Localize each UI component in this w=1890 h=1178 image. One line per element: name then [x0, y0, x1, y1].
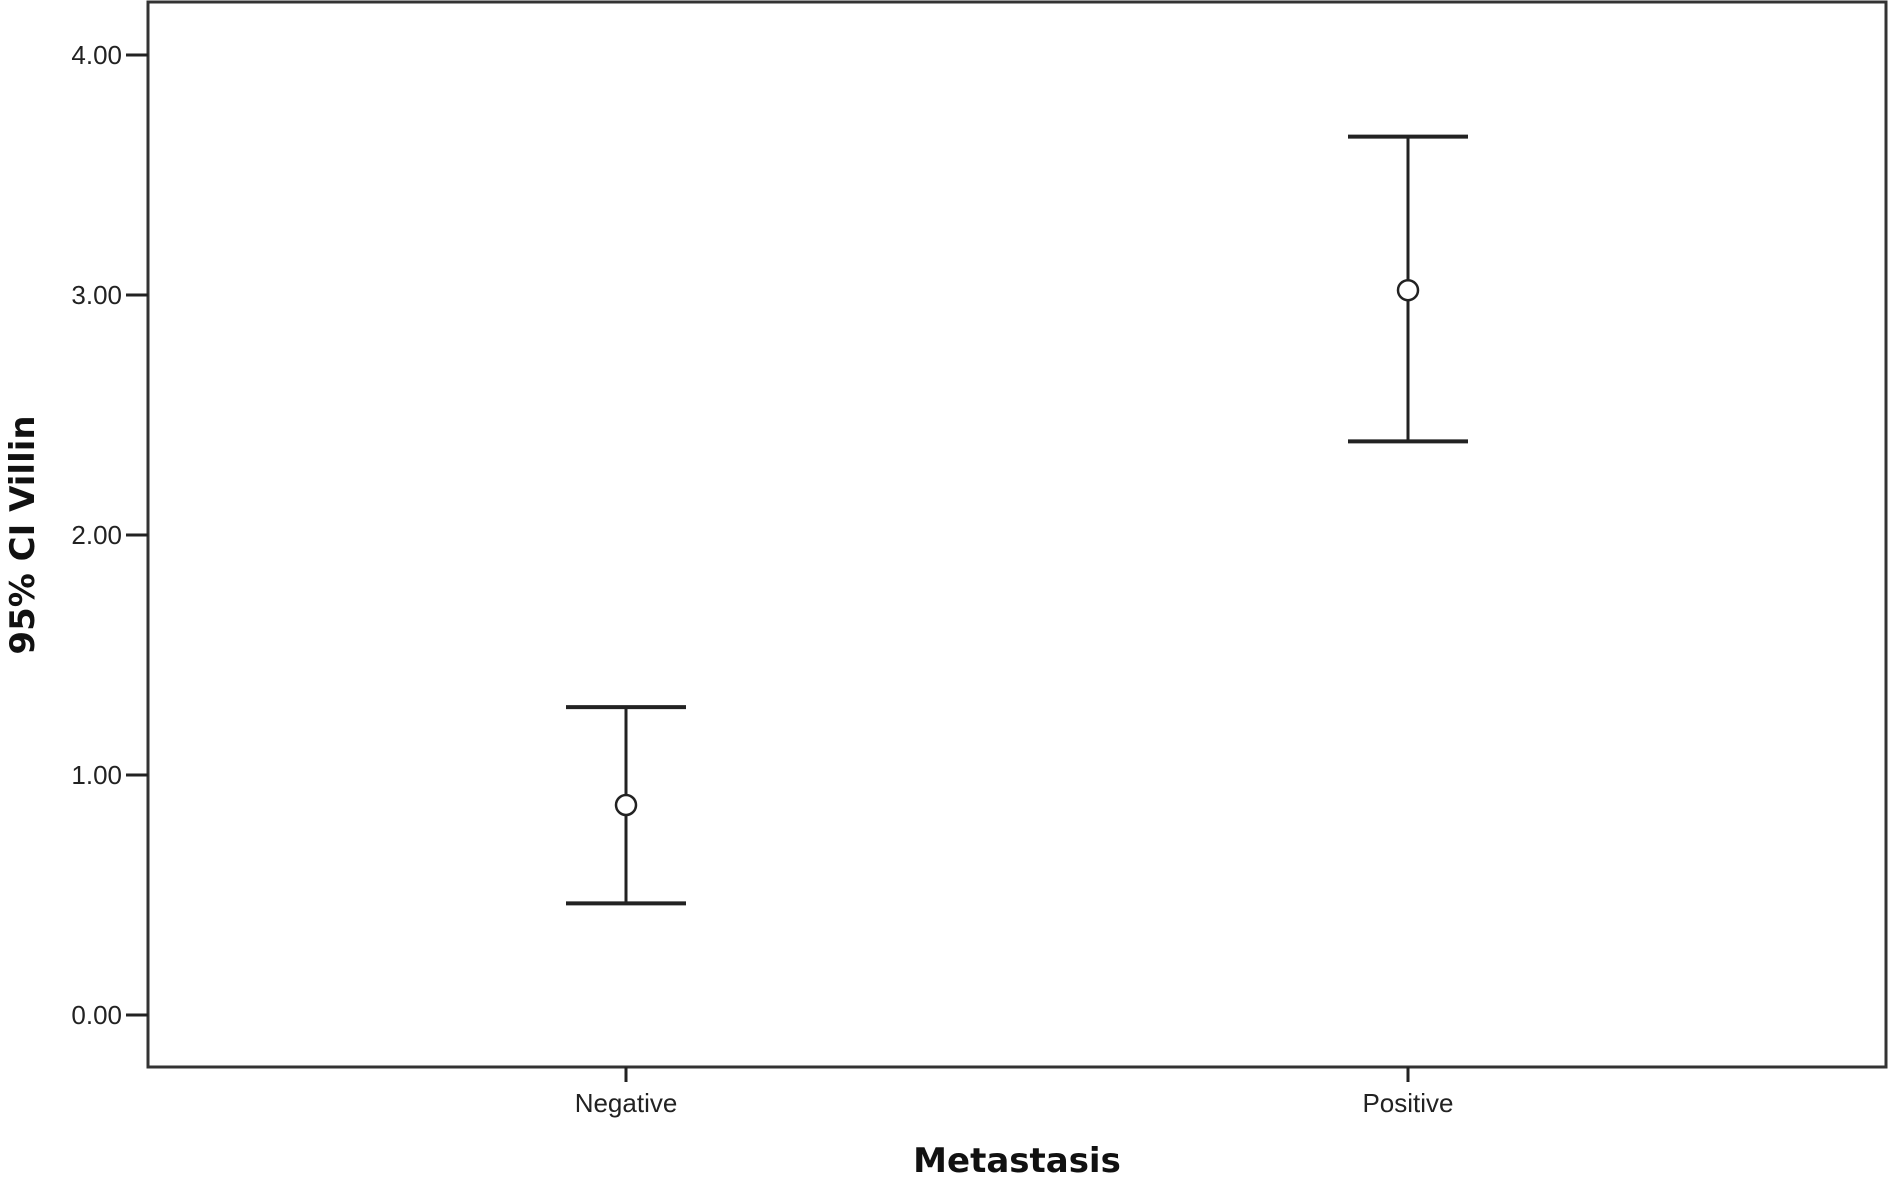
x-axis-title: Metastasis	[913, 1141, 1121, 1178]
plot-frame	[146, 0, 1888, 1069]
y-tick-label: 4.00	[71, 40, 122, 70]
y-tick-label: 3.00	[71, 280, 122, 310]
y-tick-label: 2.00	[71, 520, 122, 550]
y-tick-label: 0.00	[71, 1000, 122, 1030]
x-tick-label: Positive	[1362, 1088, 1453, 1118]
mean-point-positive	[1396, 278, 1420, 302]
y-axis-title: 95% CI Villin	[3, 415, 43, 654]
y-tick-label: 1.00	[71, 760, 122, 790]
mean-point-negative	[614, 793, 638, 817]
x-tick-label: Negative	[575, 1088, 678, 1118]
